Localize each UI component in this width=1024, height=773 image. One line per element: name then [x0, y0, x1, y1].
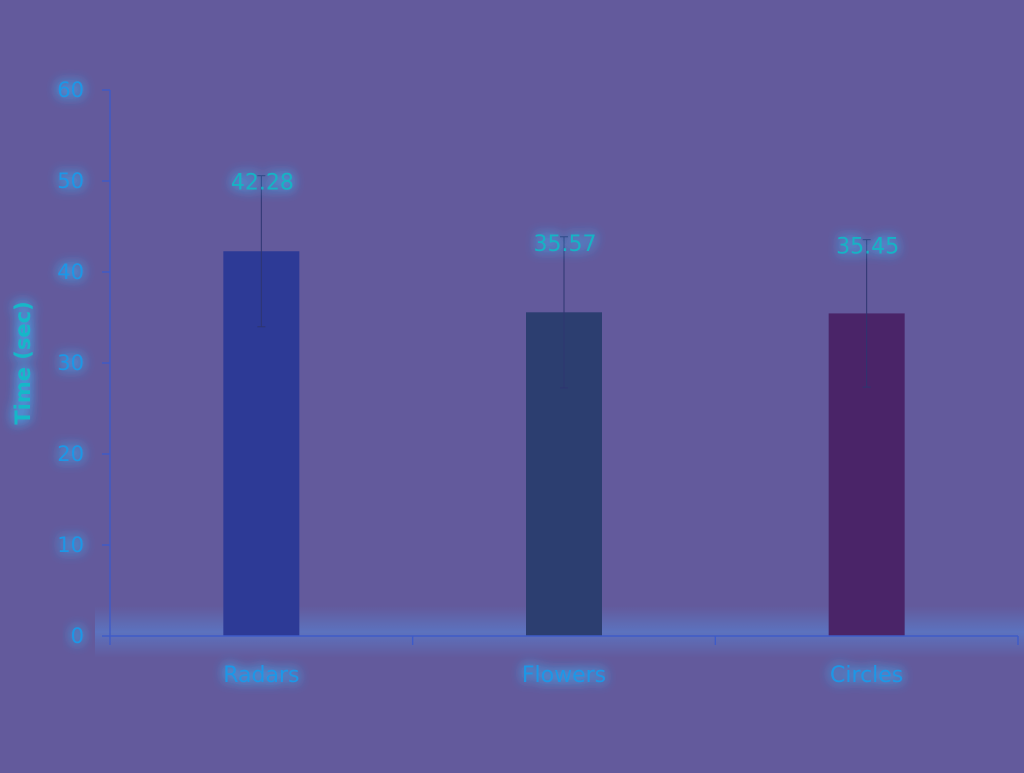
y-tick-label: 0 — [71, 624, 84, 648]
y-tick-label: 20 — [57, 442, 84, 466]
x-tick-label: Circles — [830, 663, 903, 688]
x-tick-label: Radars — [223, 663, 299, 688]
y-tick-label: 30 — [57, 351, 84, 375]
y-tick-label: 40 — [57, 260, 84, 284]
y-tick-label: 50 — [57, 169, 84, 193]
y-tick-label: 10 — [57, 533, 84, 557]
y-axis-title: Time (sec) — [11, 301, 35, 424]
data-label: 35.57 — [534, 232, 597, 257]
data-label: 42.28 — [231, 171, 294, 196]
axes-layer — [102, 89, 1019, 645]
bars-layer — [223, 175, 905, 636]
x-tick-label: Flowers — [522, 663, 606, 688]
y-tick-label: 60 — [57, 78, 84, 102]
data-label: 35.45 — [836, 235, 899, 260]
labels-layer: 0 10 20 30 40 50 60 42.28 Radars 35.57 Flowers 35.4… — [57, 78, 903, 688]
